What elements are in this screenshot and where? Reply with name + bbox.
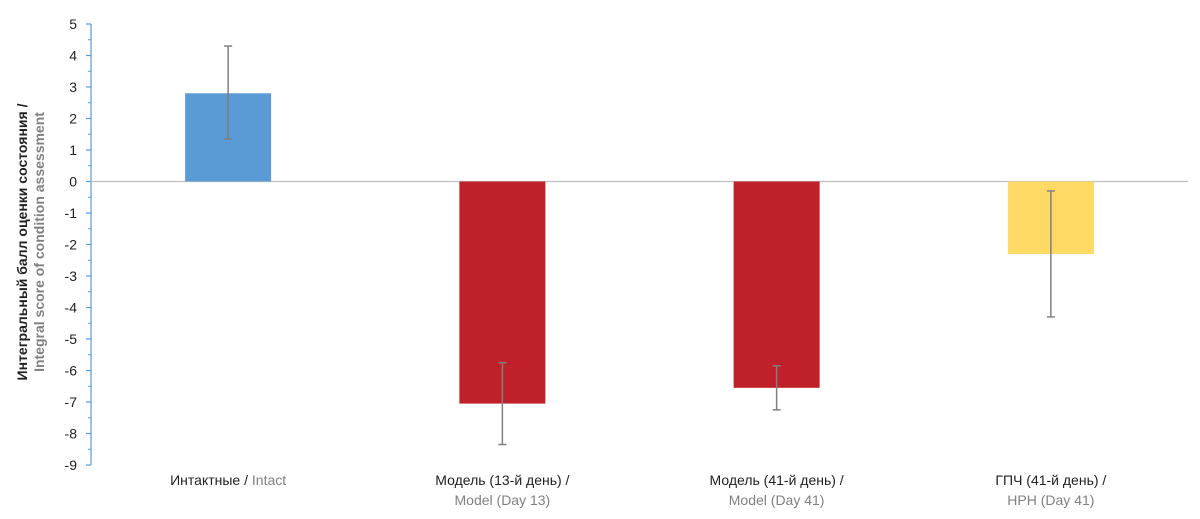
y-tick-label: -6	[65, 363, 78, 379]
y-tick-label: -8	[65, 426, 78, 442]
category-label-ru: Модель (13-й день) /	[435, 472, 569, 488]
y-tick-label: -1	[65, 205, 78, 221]
category-label-en: Model (Day 41)	[729, 492, 825, 508]
category-label: Интактные / Intact	[170, 472, 286, 488]
category-label-ru: Модель (41-й день) /	[710, 472, 844, 488]
y-tick-label: 3	[69, 79, 77, 95]
y-tick-label: -4	[65, 300, 78, 316]
y-tick-label: -3	[65, 268, 78, 284]
category-labels: Интактные / Intact Модель (13-й день) / Mo…	[170, 472, 1106, 508]
category-label-en: Model (Day 13)	[455, 492, 551, 508]
y-axis-title-en: Integral score of condition assessment	[31, 112, 47, 372]
y-tick-label: -9	[65, 457, 78, 473]
y-axis-ticks: 5 4 3 2 1 0 -1 -2 -3 -4 -5 -6 -7 -8 -9	[65, 16, 91, 473]
bars	[185, 93, 1094, 404]
y-tick-label: 5	[69, 16, 77, 32]
y-axis-title: Интегральный балл оценки состояния / Int…	[14, 103, 47, 380]
y-tick-label: -5	[65, 331, 78, 347]
y-axis-title-ru: Интегральный балл оценки состояния /	[14, 103, 30, 380]
y-tick-label: 4	[69, 48, 77, 64]
y-tick-label: 2	[69, 111, 77, 127]
bar	[733, 181, 820, 388]
error-bars	[224, 45, 1055, 446]
y-tick-label: 1	[69, 142, 77, 158]
y-tick-label: -7	[65, 394, 78, 410]
category-label-ru: ГПЧ (41-й день) /	[995, 472, 1106, 488]
category-label-en: HPH (Day 41)	[1007, 492, 1094, 508]
y-tick-label: 0	[69, 174, 77, 190]
y-tick-label: -2	[65, 237, 78, 253]
